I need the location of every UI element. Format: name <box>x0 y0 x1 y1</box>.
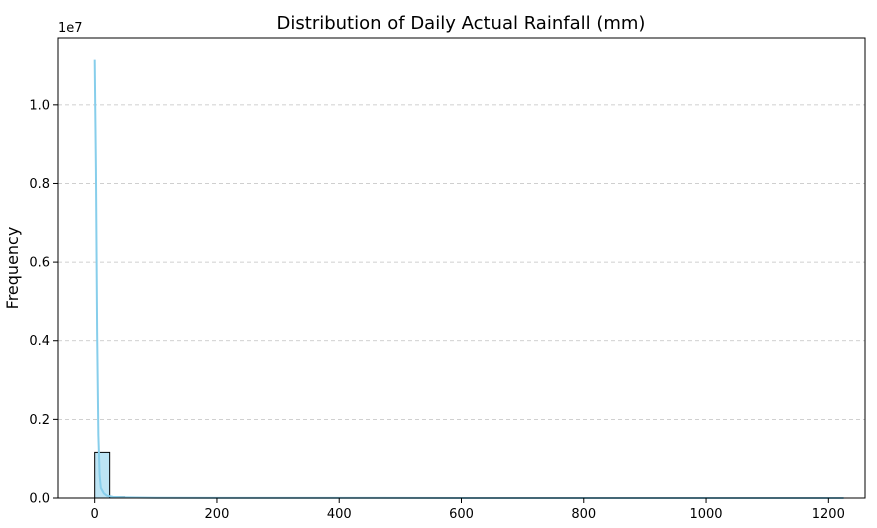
x-tick-label: 800 <box>571 507 596 522</box>
y-tick-label: 0.8 <box>29 177 50 192</box>
kde-line <box>93 59 844 499</box>
y-tick-label: 0.4 <box>29 334 50 349</box>
y-tick-label: 0.6 <box>29 256 50 271</box>
x-tick-label: 600 <box>449 507 474 522</box>
y-axis-label: Frequency <box>3 227 22 310</box>
y-axis-scale-offset: 1e7 <box>58 21 83 36</box>
x-tick-label: 400 <box>327 507 352 522</box>
x-tick-label: 0 <box>91 507 99 522</box>
kde-curve <box>93 59 844 499</box>
grid-lines <box>58 104 865 420</box>
histogram-bars <box>94 451 171 499</box>
y-axis-ticks: 0.0 0.2 0.4 0.6 0.8 1.0 <box>29 98 58 507</box>
chart-title: Distribution of Daily Actual Rainfall (m… <box>277 13 646 34</box>
plot-area-frame <box>57 37 866 499</box>
y-tick-label: 0.2 <box>29 413 50 428</box>
x-tick-label: 200 <box>205 507 230 522</box>
x-tick-label: 1200 <box>812 507 845 522</box>
x-axis-ticks: 0 200 400 600 800 1000 1200 <box>91 498 845 522</box>
x-tick-label: 1000 <box>689 507 722 522</box>
y-tick-label: 0.0 <box>29 492 50 507</box>
y-tick-label: 1.0 <box>29 98 50 113</box>
